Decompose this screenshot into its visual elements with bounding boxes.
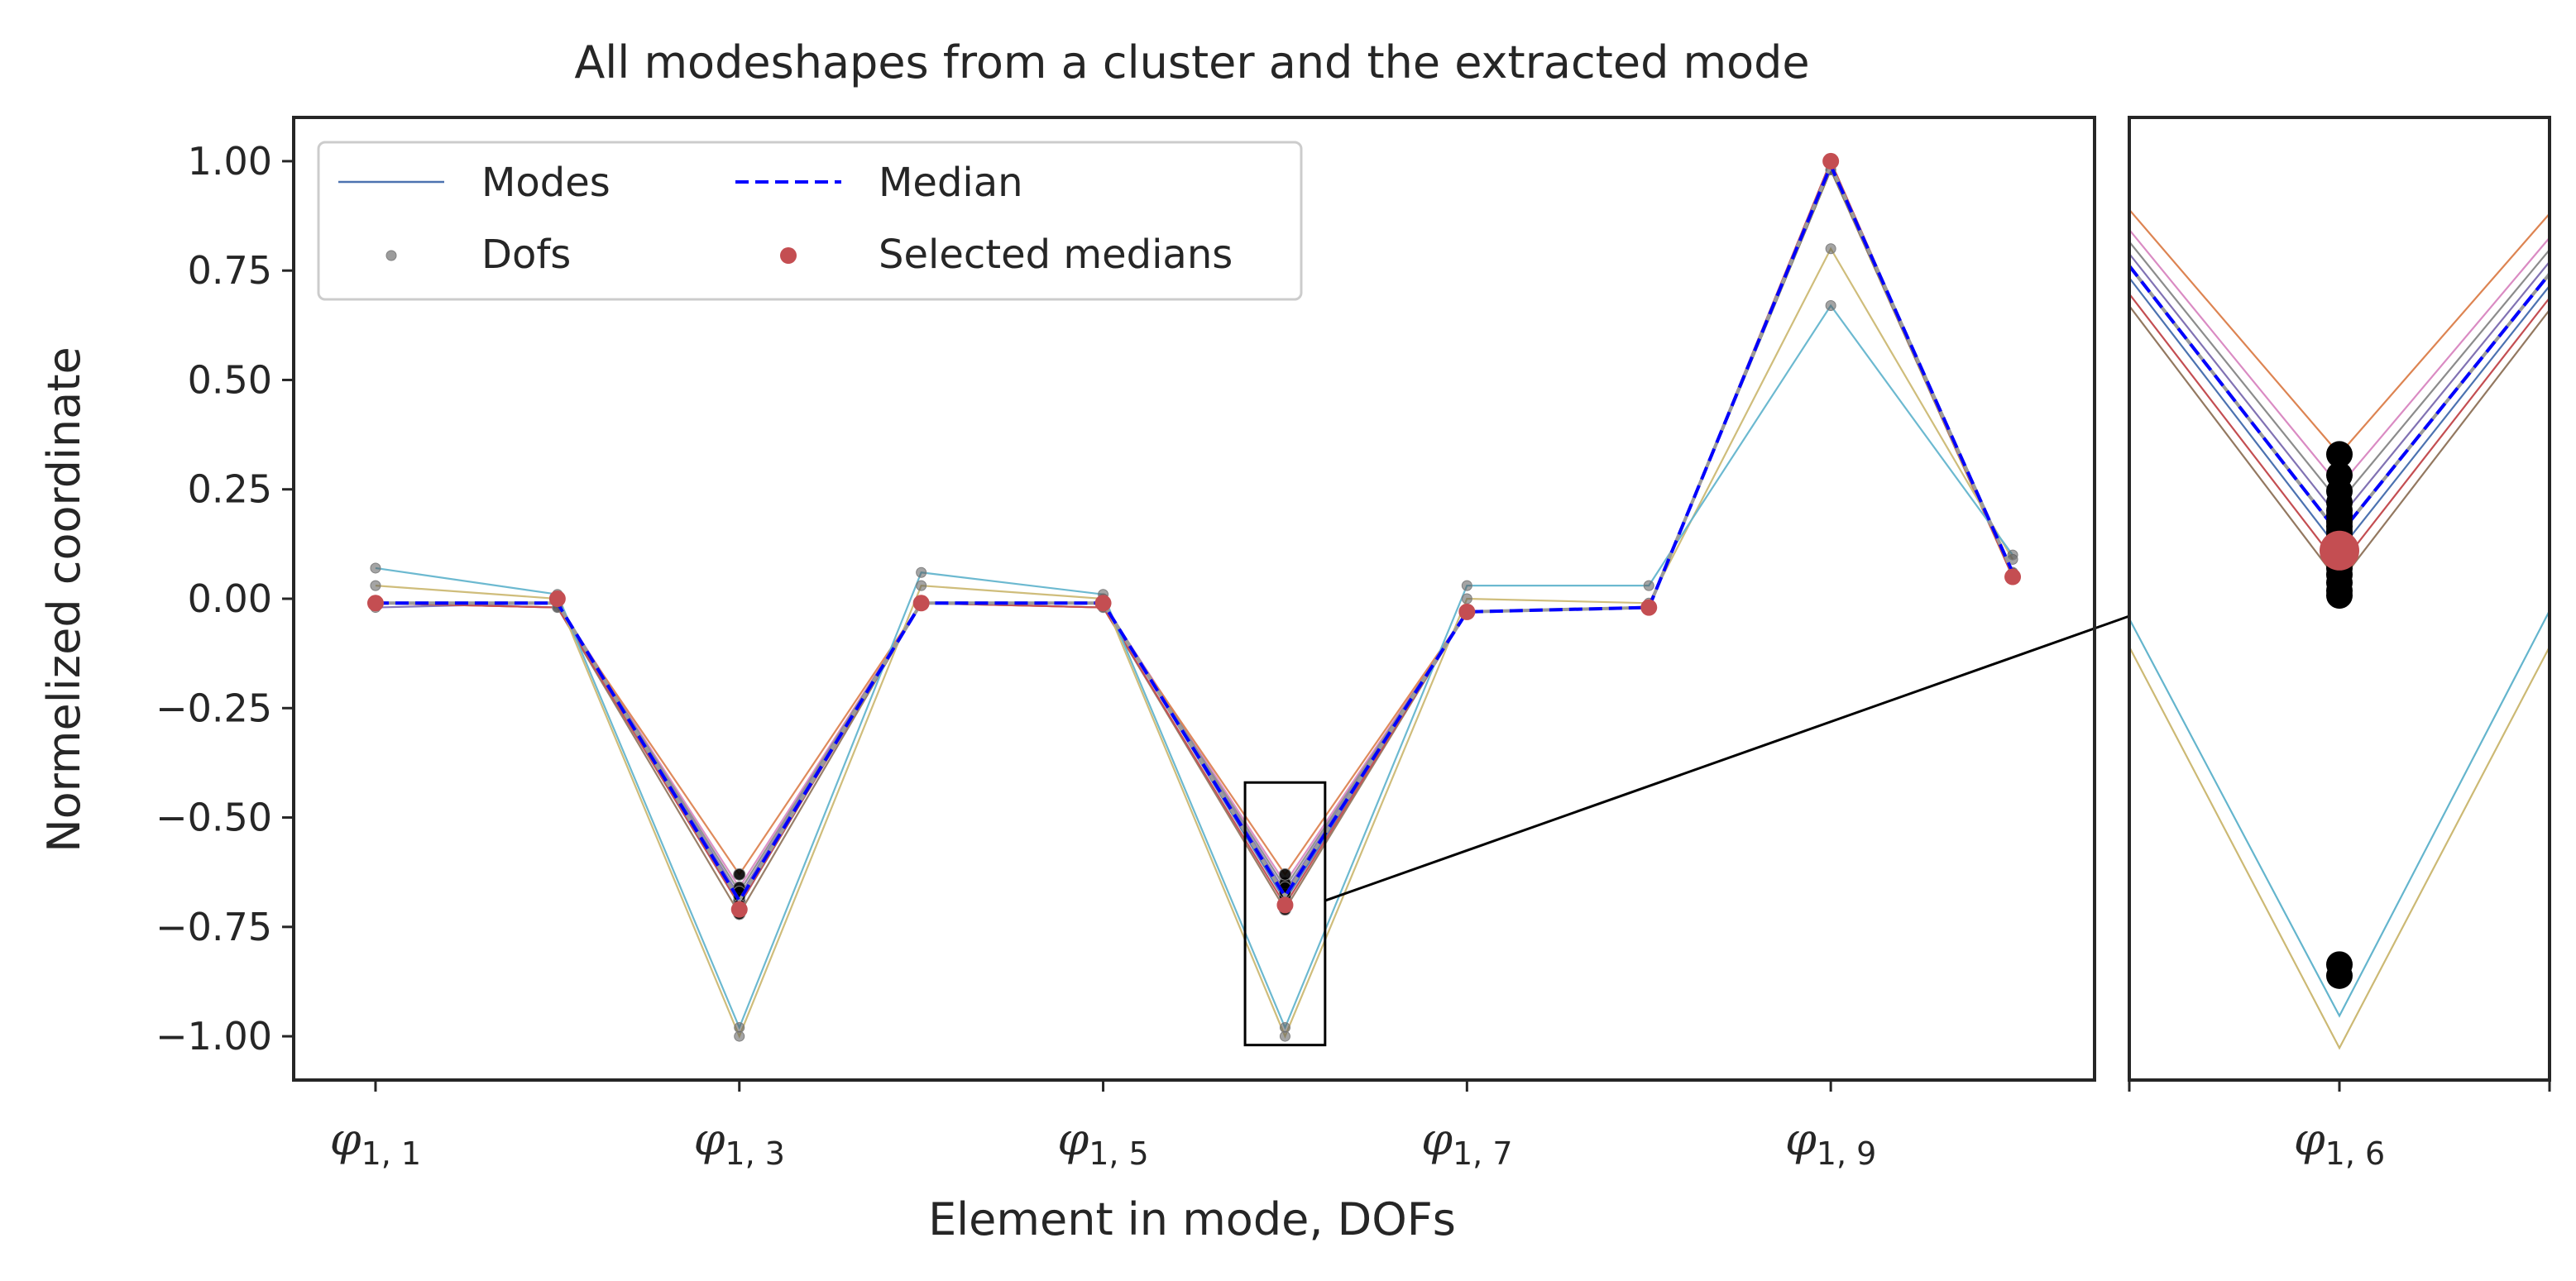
main-plot-area: 1.00 0.75 0.50 0.25 0.00 −0.25 −0.50 −0.75 −1.00… bbox=[156, 116, 2130, 1172]
dof-point bbox=[1461, 593, 1472, 605]
legend-modes-label: Modes bbox=[481, 160, 610, 206]
inset-mode-line bbox=[2129, 610, 2550, 1018]
mode-line bbox=[375, 246, 2013, 1039]
y-axis-label: Normelized coordinate bbox=[38, 347, 90, 853]
zoom-box bbox=[1243, 781, 1327, 1047]
dof-point bbox=[1278, 868, 1291, 881]
inset-dof-point bbox=[2326, 962, 2353, 989]
legend-dofs-label: Dofs bbox=[481, 232, 571, 278]
dof-point bbox=[1825, 300, 1836, 312]
x-axis-label: Element in mode, DOFs bbox=[928, 1193, 1456, 1245]
x-tick-label: φ1, 5 bbox=[1057, 1113, 1148, 1172]
selected-median-point bbox=[1640, 599, 1658, 616]
x-tick-label: φ1, 1 bbox=[330, 1113, 421, 1172]
inset-plot-area: φ1, 6 bbox=[2128, 116, 2551, 1172]
inset-dof-point bbox=[2326, 582, 2353, 609]
y-tick-label: 1.00 bbox=[188, 139, 272, 184]
zoom-connector bbox=[1324, 614, 2130, 902]
dof-point bbox=[1643, 580, 1654, 591]
selected-median-point bbox=[548, 590, 566, 607]
chart-title: All modeshapes from a cluster and the ex… bbox=[574, 36, 1809, 88]
selected-median-point bbox=[2004, 568, 2022, 586]
dof-point bbox=[1825, 243, 1836, 255]
dof-point bbox=[916, 580, 927, 591]
selected-median-point bbox=[912, 595, 930, 612]
main-axes-frame bbox=[292, 116, 2096, 1082]
selected-median-point bbox=[1822, 152, 1840, 170]
inset-content bbox=[2129, 208, 2550, 1050]
inset-mode-line bbox=[2129, 646, 2550, 1050]
dof-point bbox=[733, 868, 746, 881]
legend-box bbox=[317, 141, 1303, 301]
dof-point bbox=[1461, 580, 1472, 591]
legend: Modes Median Dofs Selected medians bbox=[317, 141, 1303, 301]
legend-median-label: Median bbox=[879, 160, 1023, 206]
x-tick-label: φ1, 9 bbox=[1785, 1113, 1876, 1172]
inset-dof-point bbox=[2326, 441, 2353, 468]
inset-selected-median-point bbox=[2320, 530, 2359, 571]
legend-selected-medians-label: Selected medians bbox=[879, 232, 1233, 278]
y-tick-label: 0.25 bbox=[188, 467, 272, 512]
y-tick-label: −1.00 bbox=[156, 1014, 272, 1059]
selected-median-point bbox=[1458, 603, 1476, 620]
selected-median-point bbox=[730, 901, 748, 918]
y-tick-label: −0.75 bbox=[156, 905, 272, 949]
selected-median-point bbox=[1276, 896, 1294, 914]
x-tick-label: φ1, 7 bbox=[1421, 1113, 1512, 1172]
selected-median-point bbox=[366, 595, 384, 612]
y-tick-label: −0.50 bbox=[156, 796, 272, 840]
dof-point bbox=[370, 562, 381, 574]
dof-point bbox=[1279, 1022, 1290, 1034]
dof-point bbox=[370, 580, 381, 591]
y-tick-label: −0.25 bbox=[156, 686, 272, 730]
y-tick-label: 0.00 bbox=[188, 576, 272, 621]
x-tick-label: φ1, 3 bbox=[694, 1113, 785, 1172]
y-tick-label: 0.75 bbox=[188, 248, 272, 293]
dof-point bbox=[916, 566, 927, 578]
mode-line bbox=[375, 304, 2013, 1030]
inset-x-tick-label: φ1, 6 bbox=[2294, 1113, 2385, 1172]
legend-selected-medians-swatch bbox=[780, 247, 797, 264]
dof-point bbox=[734, 1022, 745, 1034]
dof-point bbox=[2007, 549, 2018, 561]
y-tick-label: 0.50 bbox=[188, 357, 272, 402]
median-line bbox=[375, 161, 2014, 904]
selected-median-point bbox=[1094, 595, 1112, 612]
legend-dofs-swatch bbox=[385, 250, 397, 261]
